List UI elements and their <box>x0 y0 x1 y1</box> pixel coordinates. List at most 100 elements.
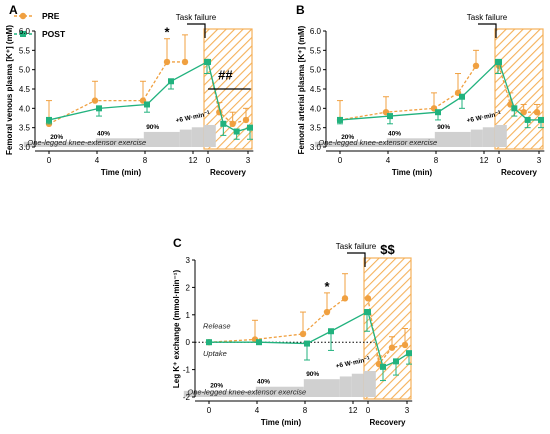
workload-step <box>351 373 364 397</box>
data-point <box>365 309 371 316</box>
significance-star: * <box>164 25 170 40</box>
x-tick-label: 0 <box>366 406 371 415</box>
data-point <box>206 339 212 346</box>
data-point <box>337 116 343 123</box>
workload-step <box>143 131 180 147</box>
x-tick-label: 8 <box>434 156 439 165</box>
increment-superscript: −1 <box>494 109 501 116</box>
x-tick-label: 12 <box>349 406 358 415</box>
task-failure-label: Task failure <box>176 13 217 22</box>
series-line <box>209 311 368 345</box>
stage-label-90: 90% <box>306 371 319 378</box>
workload-step <box>179 129 192 147</box>
y-tick-label: 4.5 <box>19 85 31 94</box>
recovery-label: Recovery <box>501 168 538 177</box>
series-line <box>48 61 185 125</box>
data-point <box>229 120 236 128</box>
x-tick-label: 0 <box>497 156 502 165</box>
y-axis-label: Femoral venous plasma [K⁺] (mM) <box>5 25 14 155</box>
workload-step <box>23 141 96 147</box>
exercise-label: One-legged knee-extensor exercise <box>27 138 146 147</box>
workload-step <box>255 386 304 397</box>
x-tick-label: 0 <box>47 156 52 165</box>
data-point <box>233 128 240 135</box>
y-tick-label: 3.0 <box>310 143 322 152</box>
y-tick-label: 5.5 <box>19 46 31 55</box>
series-line <box>207 61 251 133</box>
workload-step <box>339 376 352 397</box>
workload-step <box>314 141 387 147</box>
workload-step <box>386 138 435 147</box>
data-point <box>406 350 412 357</box>
x-tick-label: 8 <box>303 406 308 415</box>
x-axis-label: Time (min) <box>101 168 142 177</box>
series-line <box>339 65 477 121</box>
significance-hash: ## <box>218 67 233 82</box>
workload-step <box>494 124 507 147</box>
x-axis-label: Time (min) <box>261 418 302 427</box>
data-point <box>220 120 227 127</box>
workload-step <box>203 124 216 147</box>
panel-letter: A <box>9 3 18 17</box>
data-point <box>96 105 102 112</box>
increment-superscript: −1 <box>203 109 210 116</box>
stage-label-40: 40% <box>97 130 110 137</box>
x-tick-label: 12 <box>189 156 198 165</box>
recovery-label: Recovery <box>210 168 247 177</box>
y-tick-label: 4.0 <box>19 104 31 113</box>
stage-label-40: 40% <box>388 130 401 137</box>
x-tick-label: 0 <box>338 156 343 165</box>
series-line <box>208 297 346 343</box>
exercise-label: One-legged knee-extensor exercise <box>318 138 437 147</box>
y-tick-label: 5.5 <box>310 46 322 55</box>
y-tick-label: 2 <box>186 283 191 292</box>
y-tick-label: -1 <box>183 366 191 375</box>
stage-label-90: 90% <box>146 124 159 131</box>
x-tick-label: 3 <box>405 406 410 415</box>
series-post <box>206 309 412 382</box>
data-point <box>168 78 174 85</box>
data-point <box>380 363 386 370</box>
x-tick-label: 0 <box>207 406 212 415</box>
data-point <box>341 295 349 302</box>
legend-pre: PRE <box>14 11 60 21</box>
y-axis-label: Femoral arterial plasma [K⁺] (mM) <box>297 25 306 154</box>
workload-step <box>470 129 483 147</box>
data-point <box>520 109 527 116</box>
data-point <box>511 105 518 112</box>
data-point <box>533 109 541 116</box>
x-tick-label: 4 <box>255 406 260 415</box>
data-point <box>435 109 441 116</box>
increment-superscript: −1 <box>363 355 370 362</box>
x-tick-label: 3 <box>246 156 251 165</box>
data-point <box>304 340 310 347</box>
workload-step <box>183 390 256 397</box>
series-line <box>367 311 410 368</box>
stage-label-90: 90% <box>437 124 450 131</box>
stage-label-20: 20% <box>210 382 223 389</box>
data-point <box>256 339 262 346</box>
recovery-label: Recovery <box>369 418 406 427</box>
series-post <box>46 58 253 140</box>
y-tick-label: 6.0 <box>19 27 31 36</box>
workload-step <box>303 379 340 397</box>
x-tick-label: 8 <box>143 156 148 165</box>
data-point <box>323 308 331 316</box>
workload-step <box>434 131 471 147</box>
release-label: Release <box>203 322 231 331</box>
workload-step <box>482 127 495 147</box>
y-tick-label: 5.0 <box>19 66 31 75</box>
task-failure-bracket <box>347 252 366 267</box>
x-tick-label: 4 <box>95 156 100 165</box>
y-tick-label: 3.5 <box>310 124 322 133</box>
y-tick-label: 4.5 <box>310 85 322 94</box>
data-point <box>299 330 307 338</box>
series-line <box>498 61 541 121</box>
data-point <box>364 295 372 302</box>
data-point <box>181 58 189 66</box>
panel-letter: C <box>173 236 182 250</box>
workload-step <box>363 370 376 397</box>
